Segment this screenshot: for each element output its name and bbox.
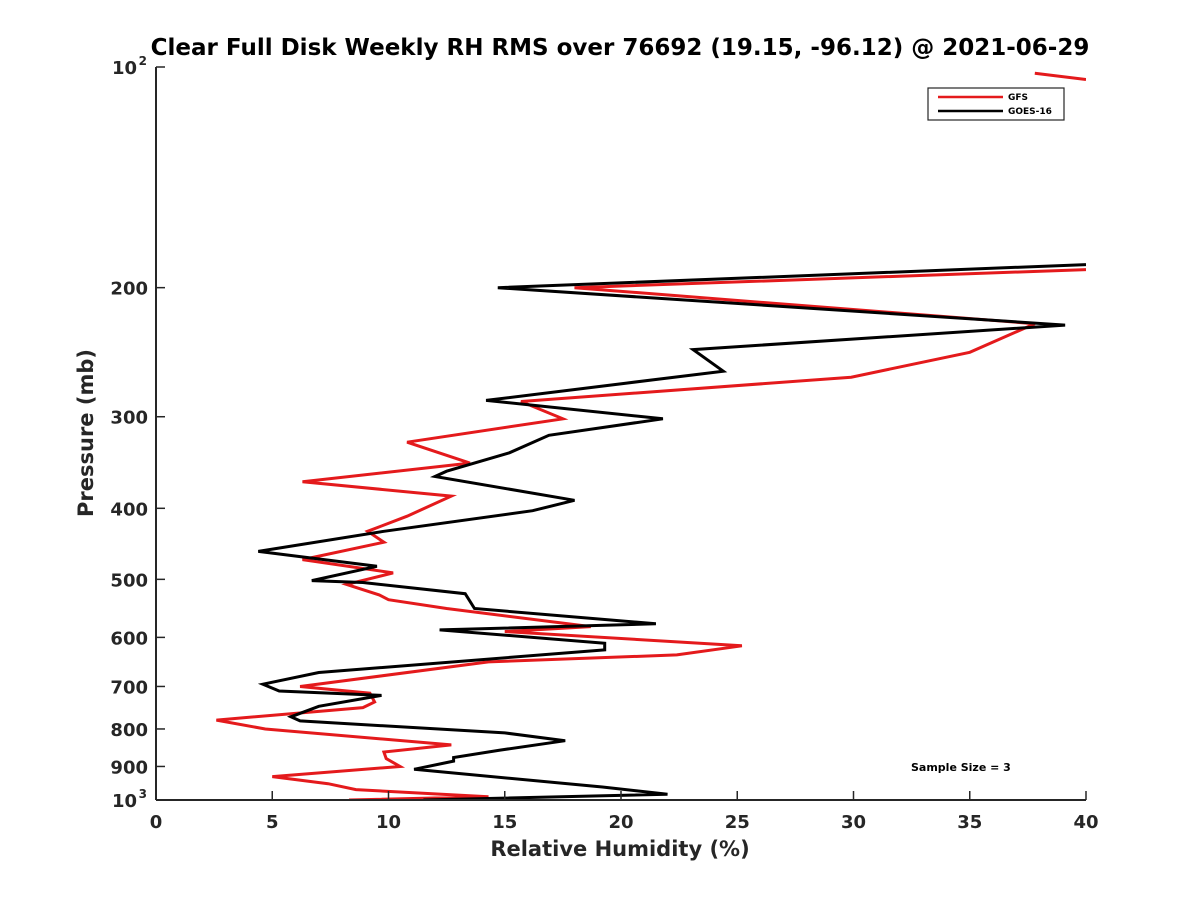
x-tick-label: 30 bbox=[841, 812, 866, 833]
x-ticks: 0 5 10 15 20 25 30 35 40 bbox=[150, 791, 1099, 833]
plot-lines bbox=[216, 71, 1086, 800]
y-tick-label: 10 bbox=[112, 58, 137, 79]
y-tick-exponent: 3 bbox=[139, 787, 147, 801]
legend-box bbox=[927, 87, 1065, 121]
x-tick-label: 15 bbox=[492, 812, 517, 833]
y-tick-exponent: 2 bbox=[139, 54, 147, 68]
series-line-gfs bbox=[216, 71, 1086, 800]
x-tick-label: 5 bbox=[266, 812, 279, 833]
x-axis-label: Relative Humidity (%) bbox=[490, 837, 749, 861]
legend: GFS GOES-16 bbox=[927, 87, 1065, 121]
y-axis-label: Pressure (mb) bbox=[74, 349, 98, 517]
chart-title: Clear Full Disk Weekly RH RMS over 76692… bbox=[151, 35, 1090, 61]
y-tick-label: 200 bbox=[110, 279, 148, 300]
y-tick-label: 500 bbox=[110, 570, 148, 591]
y-tick-label: 10 bbox=[112, 791, 137, 812]
y-tick-label: 900 bbox=[110, 757, 148, 778]
y-tick-label: 300 bbox=[110, 408, 148, 429]
series-line-goes16 bbox=[257, 263, 1086, 800]
x-tick-label: 0 bbox=[150, 812, 163, 833]
x-tick-label: 40 bbox=[1073, 812, 1098, 833]
y-tick-label: 700 bbox=[110, 677, 148, 698]
y-tick-label: 400 bbox=[110, 499, 148, 520]
legend-label-gfs: GFS bbox=[1008, 93, 1028, 103]
sample-size-annotation: Sample Size = 3 bbox=[911, 761, 1011, 774]
x-tick-label: 20 bbox=[608, 812, 633, 833]
x-tick-label: 10 bbox=[376, 812, 401, 833]
axes bbox=[155, 67, 1086, 801]
x-tick-label: 25 bbox=[725, 812, 750, 833]
legend-label-goes16: GOES-16 bbox=[1008, 107, 1052, 117]
y-tick-label: 800 bbox=[110, 720, 148, 741]
y-tick-label: 600 bbox=[110, 628, 148, 649]
x-tick-label: 35 bbox=[957, 812, 982, 833]
